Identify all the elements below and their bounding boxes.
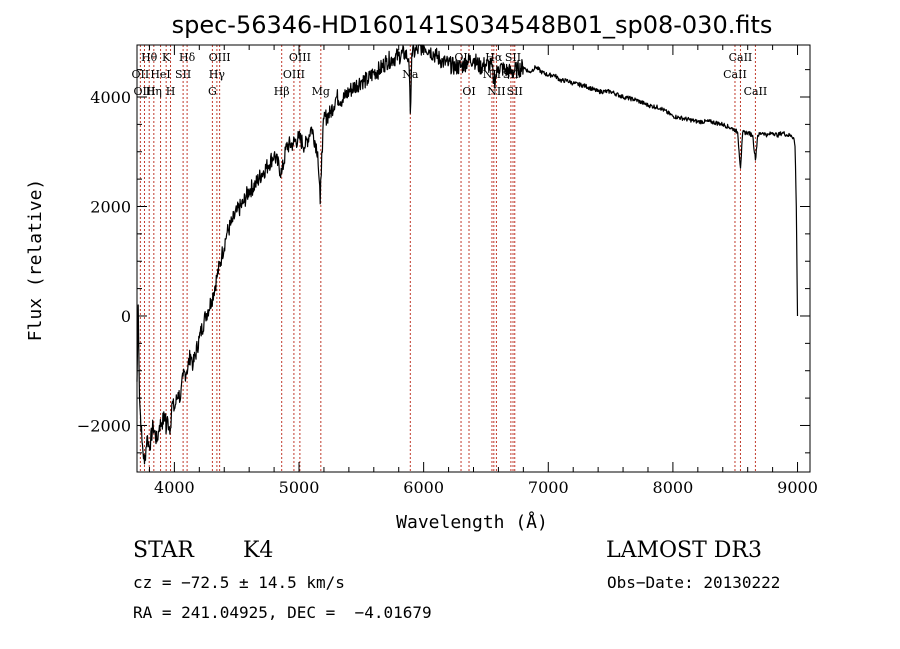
line-label: Mg [312, 85, 330, 98]
line-label: SII [175, 68, 191, 81]
line-label: CaII [723, 68, 747, 81]
axes: 4000 5000 6000 7000 8000 9000 −2000 0 2000 4000 [77, 44, 818, 497]
line-label: OII [132, 68, 150, 81]
y-axis-label: Flux (relative) [25, 179, 46, 342]
x-tick-label: 7000 [528, 478, 569, 497]
line-label: Hγ [209, 68, 226, 81]
line-label: Hδ [179, 51, 196, 64]
x-tick-label: 5000 [279, 478, 320, 497]
line-label: Hθ [141, 51, 158, 64]
y-tick-label: 0 [121, 307, 131, 326]
line-label: K [162, 51, 171, 64]
object-type: STAR [133, 538, 194, 563]
line-label: CaII [729, 51, 753, 64]
line-label: NII [487, 85, 505, 98]
coordinates: RA = 241.04925, DEC = −4.01679 [133, 603, 432, 622]
line-label: G [208, 85, 217, 98]
spectral-line-labels: Hθ OII OIII K HeI Hη SII H Hδ OIII Hγ G Hβ OIII OIII Mg… [132, 51, 768, 98]
spectrum-line [136, 44, 799, 465]
chart-title: spec-56346-HD160141S034548B01_sp08-030.f… [172, 11, 773, 39]
line-label: Hβ [274, 85, 290, 98]
y-tick-label: 4000 [90, 88, 131, 107]
line-label: Hη [146, 85, 162, 98]
line-label: OIII [283, 68, 305, 81]
line-label: OI [462, 85, 475, 98]
line-label: H [166, 85, 176, 98]
line-label: OIII [133, 85, 155, 98]
y-tick-label: −2000 [77, 416, 131, 435]
survey-name: LAMOST DR3 [606, 538, 762, 563]
line-label: SII [507, 85, 523, 98]
line-label: OIII [289, 51, 311, 64]
line-label: Na [402, 68, 419, 81]
x-axis-label: Wavelength (Å) [396, 511, 548, 533]
line-label: HeI [150, 68, 170, 81]
x-tick-label: 9000 [777, 478, 818, 497]
redshift: cz = −72.5 ± 14.5 km/s [133, 573, 345, 592]
line-label: CaII [744, 85, 768, 98]
line-label: OIII [209, 51, 231, 64]
obs-date: Obs−Date: 20130222 [607, 573, 781, 592]
y-tick-label: 2000 [90, 197, 131, 216]
x-tick-label: 6000 [403, 478, 444, 497]
object-subclass: K4 [243, 538, 274, 563]
plot-frame [136, 44, 811, 473]
line-label: SII [505, 51, 521, 64]
x-tick-label: 8000 [653, 478, 694, 497]
spectral-line-markers [139, 45, 756, 472]
x-tick-label: 4000 [154, 478, 195, 497]
